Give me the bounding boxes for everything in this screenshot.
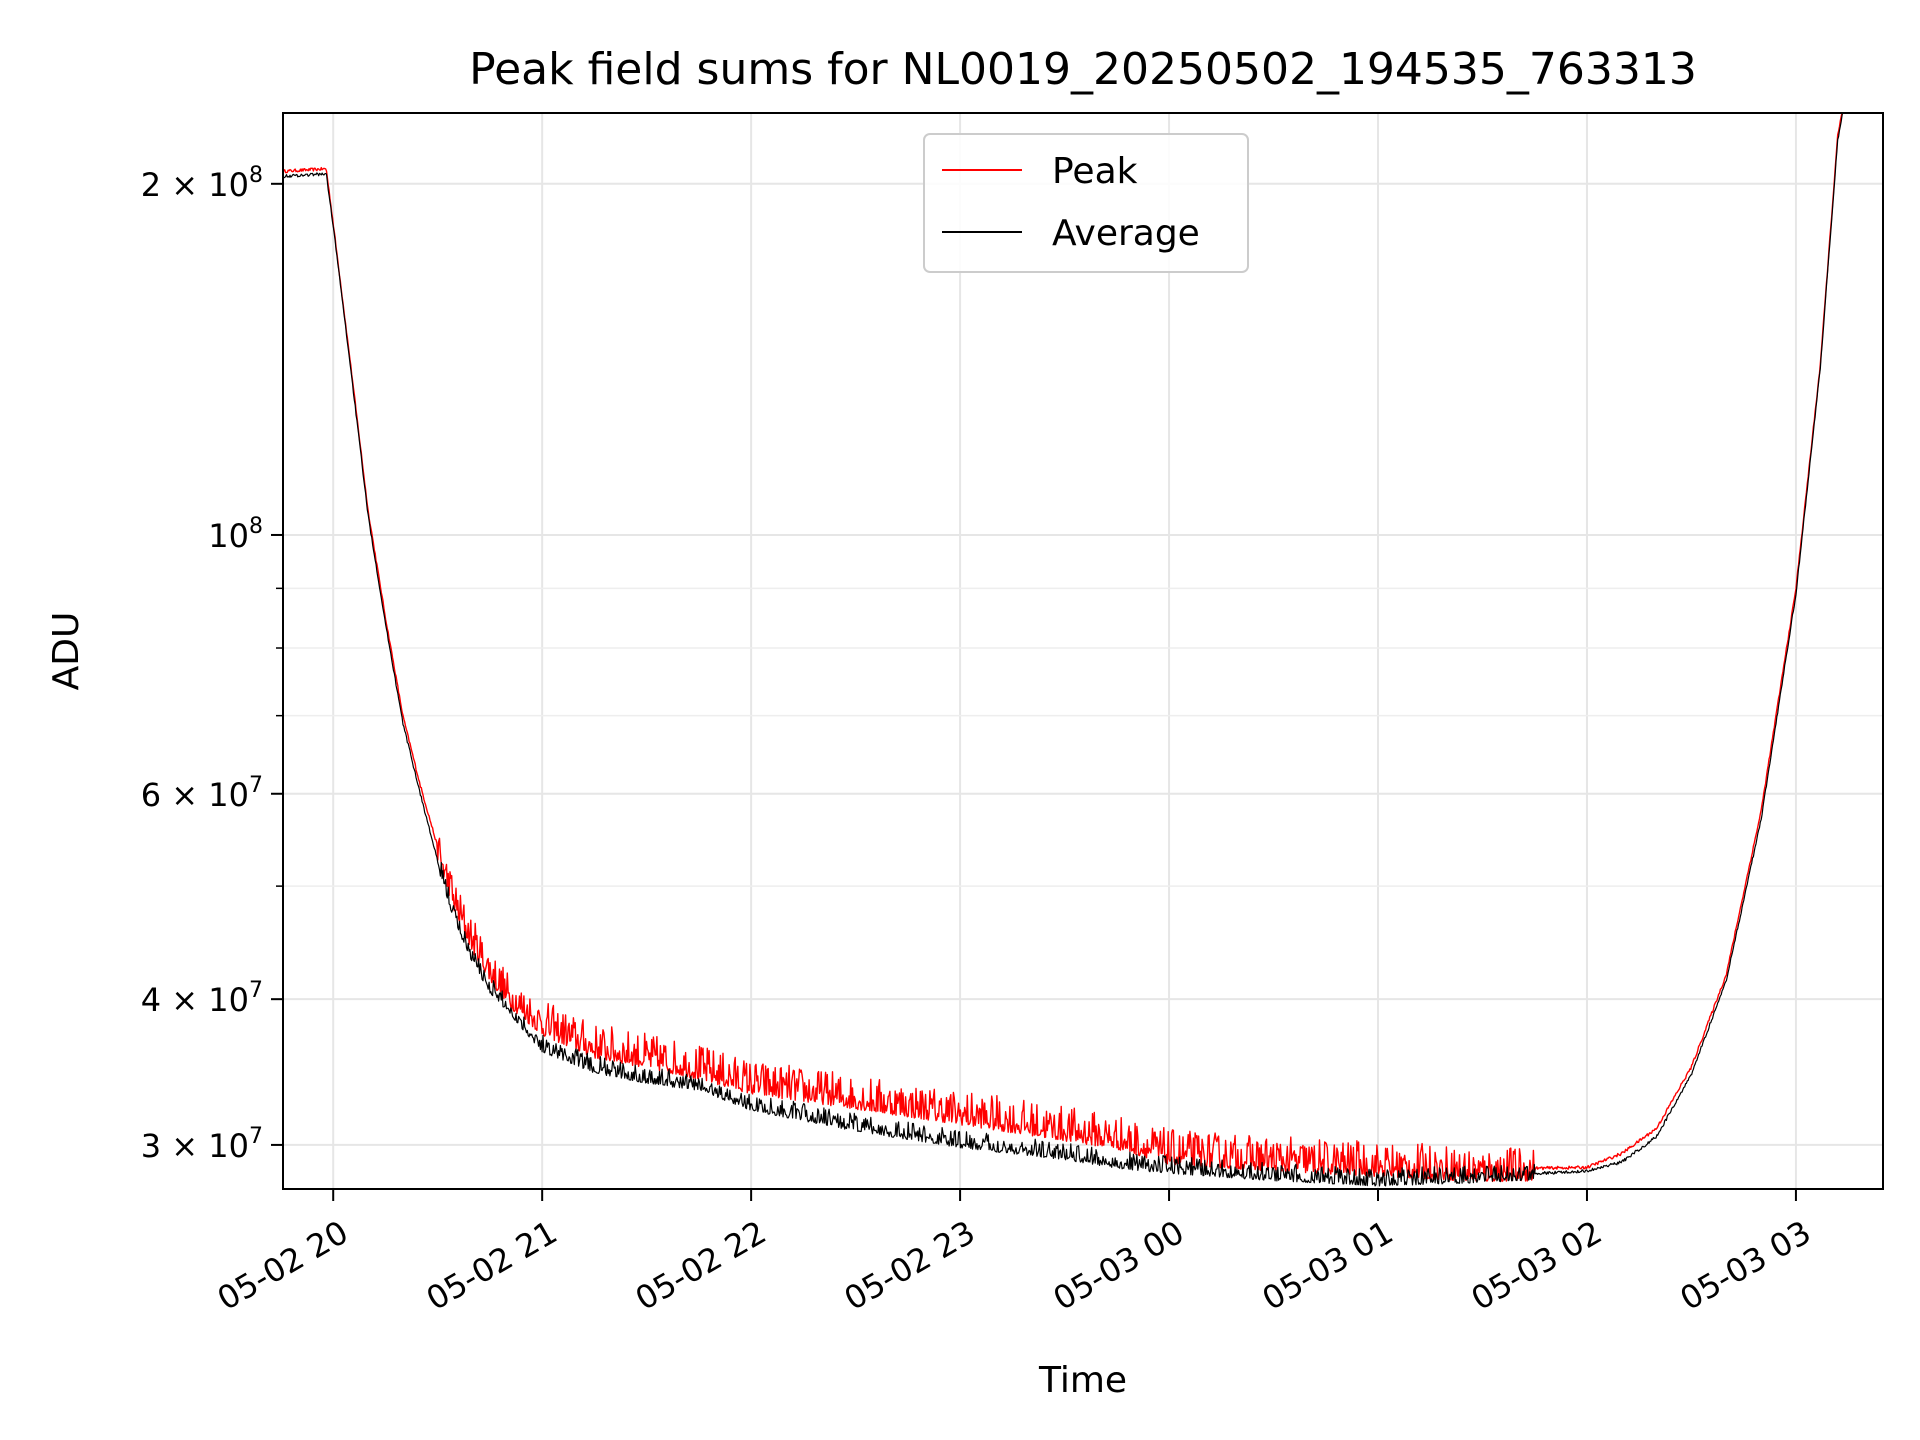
grid	[283, 113, 1883, 1189]
chart-title: Peak field sums for NL0019_20250502_1945…	[469, 44, 1697, 95]
y-tick-label: 6 × 107	[141, 773, 263, 814]
series-line-peak	[283, 113, 1843, 1183]
plot-frame	[282, 112, 1884, 1190]
y-tick-label: 2 × 108	[141, 163, 263, 204]
legend-box	[923, 133, 1249, 273]
series-layer	[283, 113, 1844, 1187]
y-tick-label: 4 × 107	[141, 978, 263, 1019]
y-axis-label: ADU	[46, 612, 87, 691]
legend-label-average: Average	[1052, 213, 1200, 254]
y-tick-label: 108	[208, 514, 263, 555]
y-tick-label: 3 × 107	[141, 1124, 263, 1165]
series-line-average	[283, 113, 1844, 1187]
legend-label-peak: Peak	[1052, 151, 1138, 192]
x-axis-label: Time	[1038, 1360, 1127, 1401]
y-axis: 3 × 107 4 × 107 6 × 107 108 2 × 108	[141, 163, 283, 1165]
legend: Peak Average	[923, 133, 1249, 273]
